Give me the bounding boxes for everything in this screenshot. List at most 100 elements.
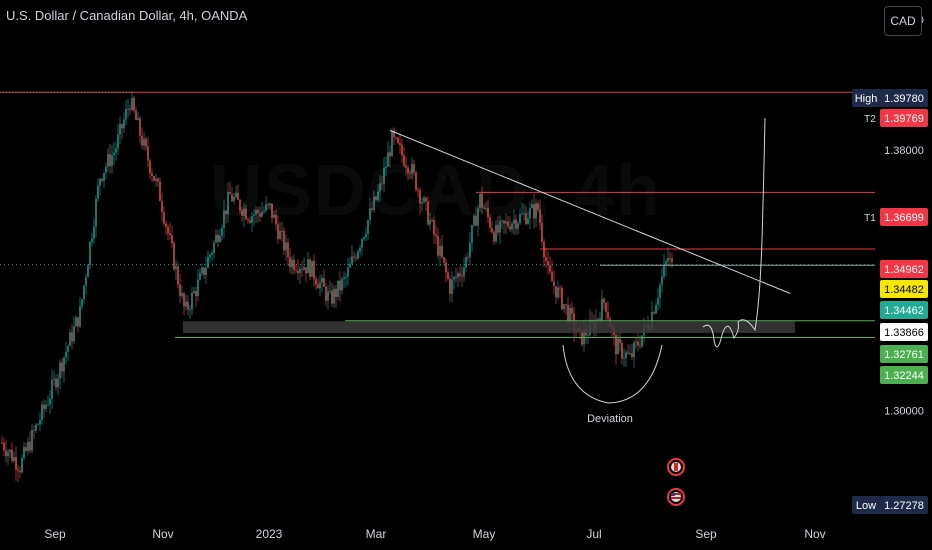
candle-body	[137, 118, 139, 121]
candle-body	[13, 457, 15, 461]
candle-body	[147, 146, 149, 161]
candle-body	[533, 204, 535, 219]
candle-body	[479, 193, 481, 209]
price-tag	[880, 366, 928, 384]
candle-body	[247, 219, 249, 221]
candle-body	[171, 234, 173, 244]
candle-body	[209, 254, 211, 258]
candle-body	[273, 214, 275, 219]
candle-body	[429, 220, 431, 225]
candle-body	[529, 207, 531, 219]
currency-button[interactable]: CAD	[884, 6, 922, 36]
candle-body	[497, 224, 499, 233]
candle-body	[633, 342, 635, 357]
candle-body	[73, 326, 75, 342]
price-tag-value: 1.27278	[884, 500, 924, 512]
candle-body	[231, 194, 233, 202]
candle-body	[395, 137, 397, 139]
candle-body	[25, 447, 27, 451]
candle-body	[559, 287, 561, 289]
candle-body	[9, 449, 11, 453]
candle-body	[109, 154, 111, 167]
candle-body	[627, 352, 629, 354]
candle-body	[1, 442, 3, 444]
candle-body	[397, 137, 399, 143]
candle-body	[159, 181, 161, 201]
candle-body	[61, 362, 63, 372]
candle-body	[197, 279, 199, 297]
candle-body	[227, 191, 229, 215]
price-tag-value: 1.32244	[884, 370, 924, 382]
candle-body	[587, 334, 589, 336]
candle-body	[63, 357, 65, 372]
candle-body	[525, 213, 527, 224]
candle-body	[571, 307, 573, 314]
price-tag	[880, 323, 928, 341]
candle-body	[339, 280, 341, 291]
candle-body	[309, 259, 311, 277]
candle-body	[409, 173, 411, 174]
candle-body	[377, 191, 379, 200]
candle-body	[407, 167, 409, 174]
candle-body	[131, 97, 133, 110]
price-tag	[880, 109, 928, 127]
candle-body	[161, 200, 163, 213]
price-tag-caption: T2	[864, 114, 876, 125]
canada-flag-icon	[667, 458, 685, 476]
candle-body	[475, 215, 477, 226]
candle-body	[113, 152, 115, 156]
candle-body	[471, 225, 473, 243]
candle-body	[447, 272, 449, 279]
candle-body	[641, 335, 643, 347]
candle-body	[629, 353, 631, 354]
candle-body	[65, 351, 67, 358]
candle-body	[333, 288, 335, 304]
candle-body	[617, 338, 619, 355]
candle-body	[155, 178, 157, 181]
candle-body	[129, 108, 131, 110]
candle-body	[441, 245, 443, 258]
candle-body	[299, 268, 301, 274]
candle-body	[511, 223, 513, 230]
candle-body	[465, 257, 467, 268]
candle-body	[51, 379, 53, 399]
candle-body	[287, 242, 289, 258]
candle-body	[363, 237, 365, 240]
us-stripe	[671, 493, 681, 495]
candle-body	[321, 278, 323, 283]
candle-body	[443, 257, 445, 263]
candle-body	[175, 266, 177, 270]
candle-body	[117, 134, 119, 149]
candle-body	[435, 234, 437, 237]
candle-body	[671, 258, 673, 263]
candle-body	[121, 124, 123, 129]
y-tick-label: 1.30000	[884, 406, 924, 418]
candle-body	[29, 441, 31, 451]
candle-body	[345, 276, 347, 278]
candle-body	[621, 342, 623, 359]
maple-leaf-mark	[674, 463, 678, 471]
candle-body	[387, 152, 389, 167]
candle-body	[5, 450, 7, 457]
candle-body	[365, 233, 367, 238]
candle-body	[655, 304, 657, 314]
candle-body	[187, 301, 189, 310]
descending-trendline	[389, 129, 791, 294]
candle-body	[473, 215, 475, 226]
candle-body	[43, 404, 45, 409]
candle-body	[181, 293, 183, 297]
candle-body	[381, 183, 383, 185]
candle-body	[537, 203, 539, 210]
candle-body	[515, 219, 517, 229]
candle-body	[105, 166, 107, 173]
candle-body	[411, 163, 413, 174]
candle-body	[133, 97, 135, 111]
x-tick-label: May	[473, 527, 496, 541]
candle-body	[225, 210, 227, 215]
candle-body	[449, 278, 451, 294]
candle-body	[329, 290, 331, 292]
candle-body	[47, 404, 49, 406]
candle-body	[455, 277, 457, 278]
candle-body	[313, 260, 315, 280]
